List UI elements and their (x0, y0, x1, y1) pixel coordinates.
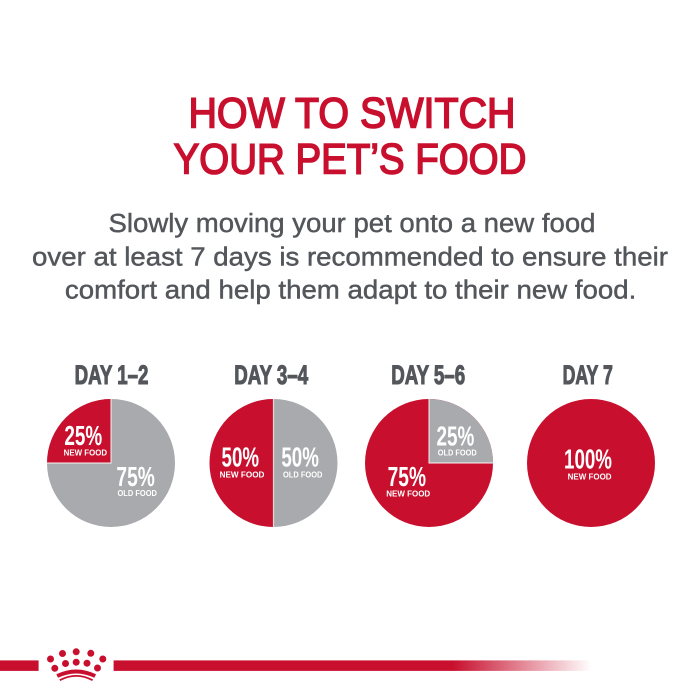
svg-text:DAY 1–2: DAY 1–2 (75, 360, 149, 390)
svg-text:HOW TO SWITCH: HOW TO SWITCH (188, 89, 515, 137)
svg-text:Slowly moving your pet onto a: Slowly moving your pet onto a new food (109, 209, 596, 238)
svg-text:DAY 5–6: DAY 5–6 (391, 360, 465, 390)
svg-text:75%: 75% (388, 463, 426, 493)
svg-text:over at least 7 days is recomm: over at least 7 days is recommended to e… (32, 242, 668, 271)
svg-text:50%: 50% (222, 442, 260, 472)
svg-text:DAY 3–4: DAY 3–4 (234, 360, 308, 390)
svg-text:OLD FOOD: OLD FOOD (117, 489, 157, 499)
svg-text:25%: 25% (436, 421, 474, 451)
svg-text:NEW FOOD: NEW FOOD (220, 469, 265, 479)
svg-text:OLD FOOD: OLD FOOD (283, 470, 323, 480)
svg-text:25%: 25% (64, 420, 102, 450)
svg-text:YOUR PET’S FOOD: YOUR PET’S FOOD (174, 134, 527, 182)
svg-text:NEW FOOD: NEW FOOD (386, 488, 430, 498)
svg-text:OLD FOOD: OLD FOOD (438, 448, 477, 458)
svg-text:75%: 75% (116, 463, 154, 493)
svg-text:comfort and help them adapt to: comfort and help them adapt to their new… (65, 275, 636, 304)
svg-text:50%: 50% (281, 442, 319, 472)
svg-text:100%: 100% (564, 444, 612, 474)
svg-text:DAY 7: DAY 7 (563, 359, 613, 390)
svg-text:NEW FOOD: NEW FOOD (568, 471, 612, 481)
svg-text:NEW FOOD: NEW FOOD (64, 448, 107, 457)
